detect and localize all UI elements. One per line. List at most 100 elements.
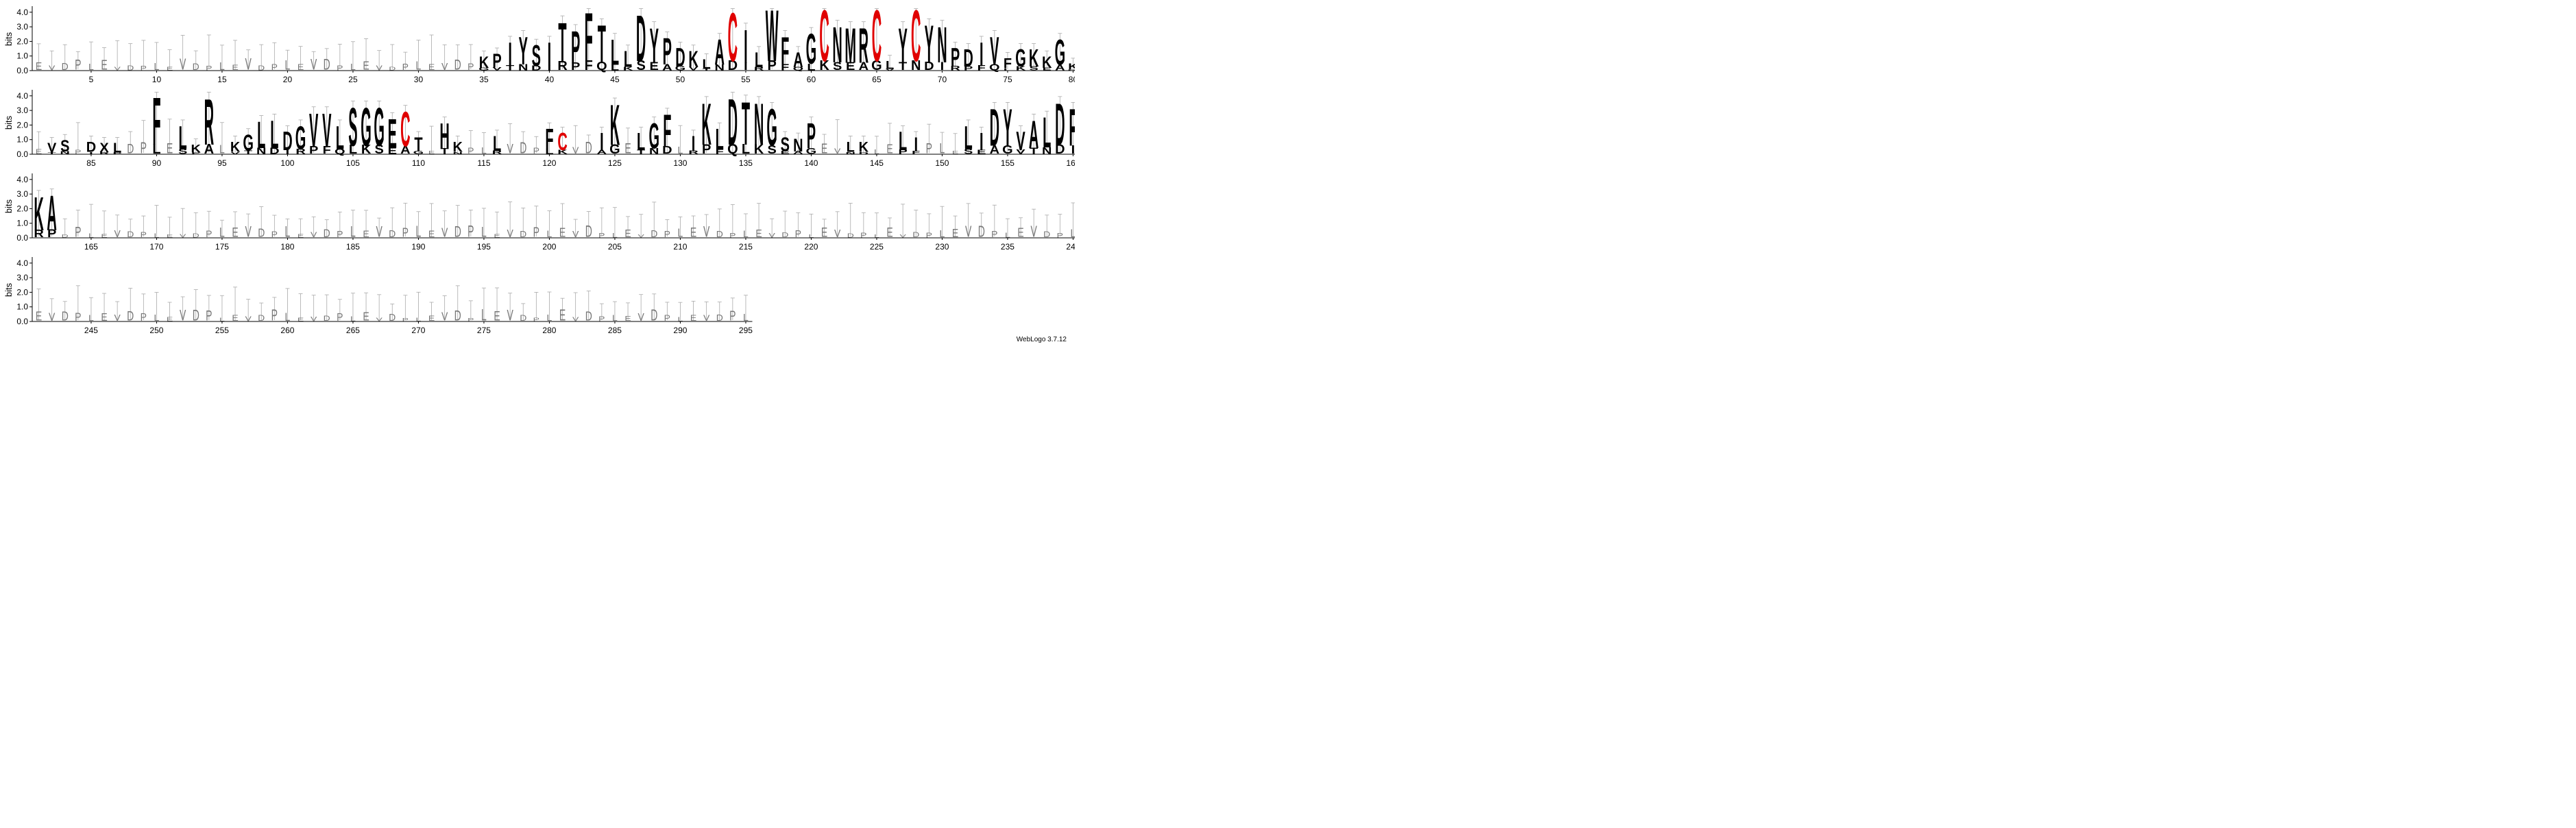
residue-letter: D — [258, 313, 265, 323]
residue-letter: E — [650, 60, 659, 73]
residue-letter: T — [48, 151, 56, 155]
residue-letter: D — [324, 56, 330, 73]
residue-letter: L — [350, 315, 356, 322]
residue-letter: I — [548, 64, 552, 72]
x-tick-label: 290 — [673, 326, 687, 335]
residue-letter: L — [964, 119, 973, 156]
residue-letter: L — [219, 143, 225, 156]
residue-letter: D — [454, 307, 461, 324]
x-tick-label: 120 — [542, 158, 556, 168]
y-tick-label: 1.0 — [16, 302, 28, 312]
residue-letter: E — [297, 62, 304, 72]
residue-letter: K — [1029, 45, 1038, 73]
residue-letter: D — [127, 141, 134, 156]
residue-letter: S — [348, 97, 357, 158]
residue-letter: L — [612, 313, 618, 323]
residue-letter: L — [1004, 68, 1012, 71]
residue-letter: L — [88, 313, 94, 323]
residue-letter: D — [781, 231, 788, 239]
x-tick-label: 90 — [152, 158, 162, 168]
residue-letter: V — [1030, 223, 1036, 241]
residue-letter: I — [914, 134, 918, 156]
residue-letter: P — [729, 232, 736, 239]
residue-letter: I — [744, 19, 748, 73]
residue-letter: L — [481, 306, 487, 325]
x-tick-label: 175 — [215, 242, 229, 252]
x-tick-label: 250 — [149, 326, 163, 335]
residue-letter: I — [940, 60, 945, 73]
residue-letter: P — [807, 117, 816, 156]
x-tick-label: 180 — [280, 242, 294, 252]
residue-letter: P — [1057, 232, 1064, 239]
x-tick-label: 55 — [741, 75, 751, 84]
residue-letter: E — [781, 150, 790, 155]
residue-letter: I — [286, 149, 290, 156]
residue-letter: P — [767, 58, 776, 73]
residue-letter: D — [585, 310, 592, 324]
residue-letter: D — [258, 227, 265, 240]
residue-letter: P — [729, 308, 736, 324]
residue-letter: L — [678, 145, 683, 156]
residue-letter: P — [337, 64, 343, 72]
residue-letter: D — [520, 140, 526, 157]
residue-letter: F — [912, 150, 920, 155]
residue-letter: D — [282, 126, 292, 156]
residue-letter: D — [127, 308, 134, 324]
y-tick-label: 4.0 — [16, 175, 28, 184]
residue-letter: R — [688, 149, 698, 155]
residue-letter: D — [269, 146, 279, 156]
residue-letter: P — [337, 312, 343, 324]
residue-letter: E — [101, 311, 107, 324]
residue-letter: D — [454, 223, 461, 240]
residue-letter: D — [193, 306, 199, 324]
y-tick-label: 1.0 — [16, 219, 28, 228]
residue-letter: D — [520, 313, 526, 322]
residue-letter: R — [34, 228, 43, 240]
residue-letter: V — [311, 56, 317, 73]
residue-letter: G — [1002, 143, 1013, 156]
residue-letter: E — [821, 225, 827, 240]
residue-letter: Y — [898, 19, 907, 73]
x-tick-label: 40 — [545, 75, 555, 84]
residue-letter: I — [744, 60, 748, 73]
residue-letter: F — [977, 64, 986, 72]
residue-letter: P — [75, 224, 81, 240]
residue-letter: E — [428, 62, 435, 72]
residue-letter: L — [350, 62, 356, 72]
residue-letter: V — [703, 223, 710, 240]
residue-letter: E — [624, 140, 631, 156]
residue-letter: V — [114, 313, 120, 323]
residue-letter: E — [886, 226, 892, 241]
residue-letter: K — [688, 46, 698, 72]
residue-letter: E — [428, 313, 435, 322]
residue-letter: V — [376, 223, 382, 240]
x-tick-label: 45 — [610, 75, 620, 84]
residue-letter: P — [141, 65, 147, 72]
residue-letter: D — [651, 228, 657, 240]
residue-letter: I — [600, 129, 604, 156]
x-tick-label: 195 — [477, 242, 491, 252]
residue-letter: V — [441, 62, 448, 73]
residue-letter: Q — [989, 62, 1000, 73]
residue-letter: P — [402, 226, 409, 240]
residue-letter: D — [454, 57, 461, 73]
y-axis-title: bits — [3, 115, 14, 130]
residue-letter: P — [533, 317, 539, 323]
residue-letter: V — [572, 230, 579, 239]
residue-letter: N — [793, 135, 803, 155]
residue-letter: T — [244, 149, 253, 156]
residue-letter: L — [219, 225, 225, 240]
residue-letter: L — [545, 148, 554, 156]
residue-letter: C — [400, 102, 410, 157]
residue-letter: S — [1029, 66, 1038, 72]
residue-letter: Q — [793, 66, 804, 71]
residue-letter: D — [1055, 142, 1065, 157]
residue-letter: P — [206, 308, 212, 324]
residue-letter: V — [689, 66, 698, 72]
x-tick-label: 205 — [608, 242, 622, 252]
residue-letter: G — [413, 150, 424, 155]
residue-letter: P — [309, 144, 318, 156]
residue-letter: I — [548, 36, 552, 73]
residue-letter: S — [964, 147, 973, 156]
residue-letter: P — [402, 318, 409, 323]
